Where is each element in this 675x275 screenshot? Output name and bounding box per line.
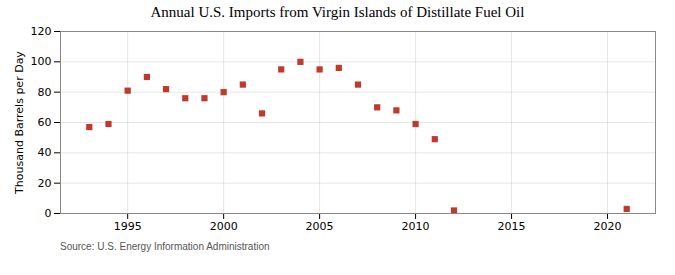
svg-text:2000: 2000 <box>210 220 238 233</box>
svg-text:60: 60 <box>38 116 52 129</box>
svg-text:Thousand Barrels per Day: Thousand Barrels per Day <box>13 51 26 195</box>
svg-text:40: 40 <box>38 146 52 159</box>
html-text:Source: U.S. Energy Informatio: Source: U.S. Energy Information Administ… <box>60 241 270 252</box>
svg-text:20: 20 <box>38 177 52 190</box>
svg-text:0: 0 <box>45 207 52 220</box>
svg-text:2015: 2015 <box>498 220 526 233</box>
svg-text:2010: 2010 <box>402 220 430 233</box>
svg-text:100: 100 <box>31 55 52 68</box>
svg-text:2020: 2020 <box>594 220 622 233</box>
svg-text:1995: 1995 <box>114 220 142 233</box>
html-text:Annual U.S. Imports from Virgi: Annual U.S. Imports from Virgin Islands … <box>150 4 525 20</box>
svg-text:2005: 2005 <box>306 220 334 233</box>
svg-text:80: 80 <box>38 86 52 99</box>
svg-text:120: 120 <box>31 25 52 38</box>
